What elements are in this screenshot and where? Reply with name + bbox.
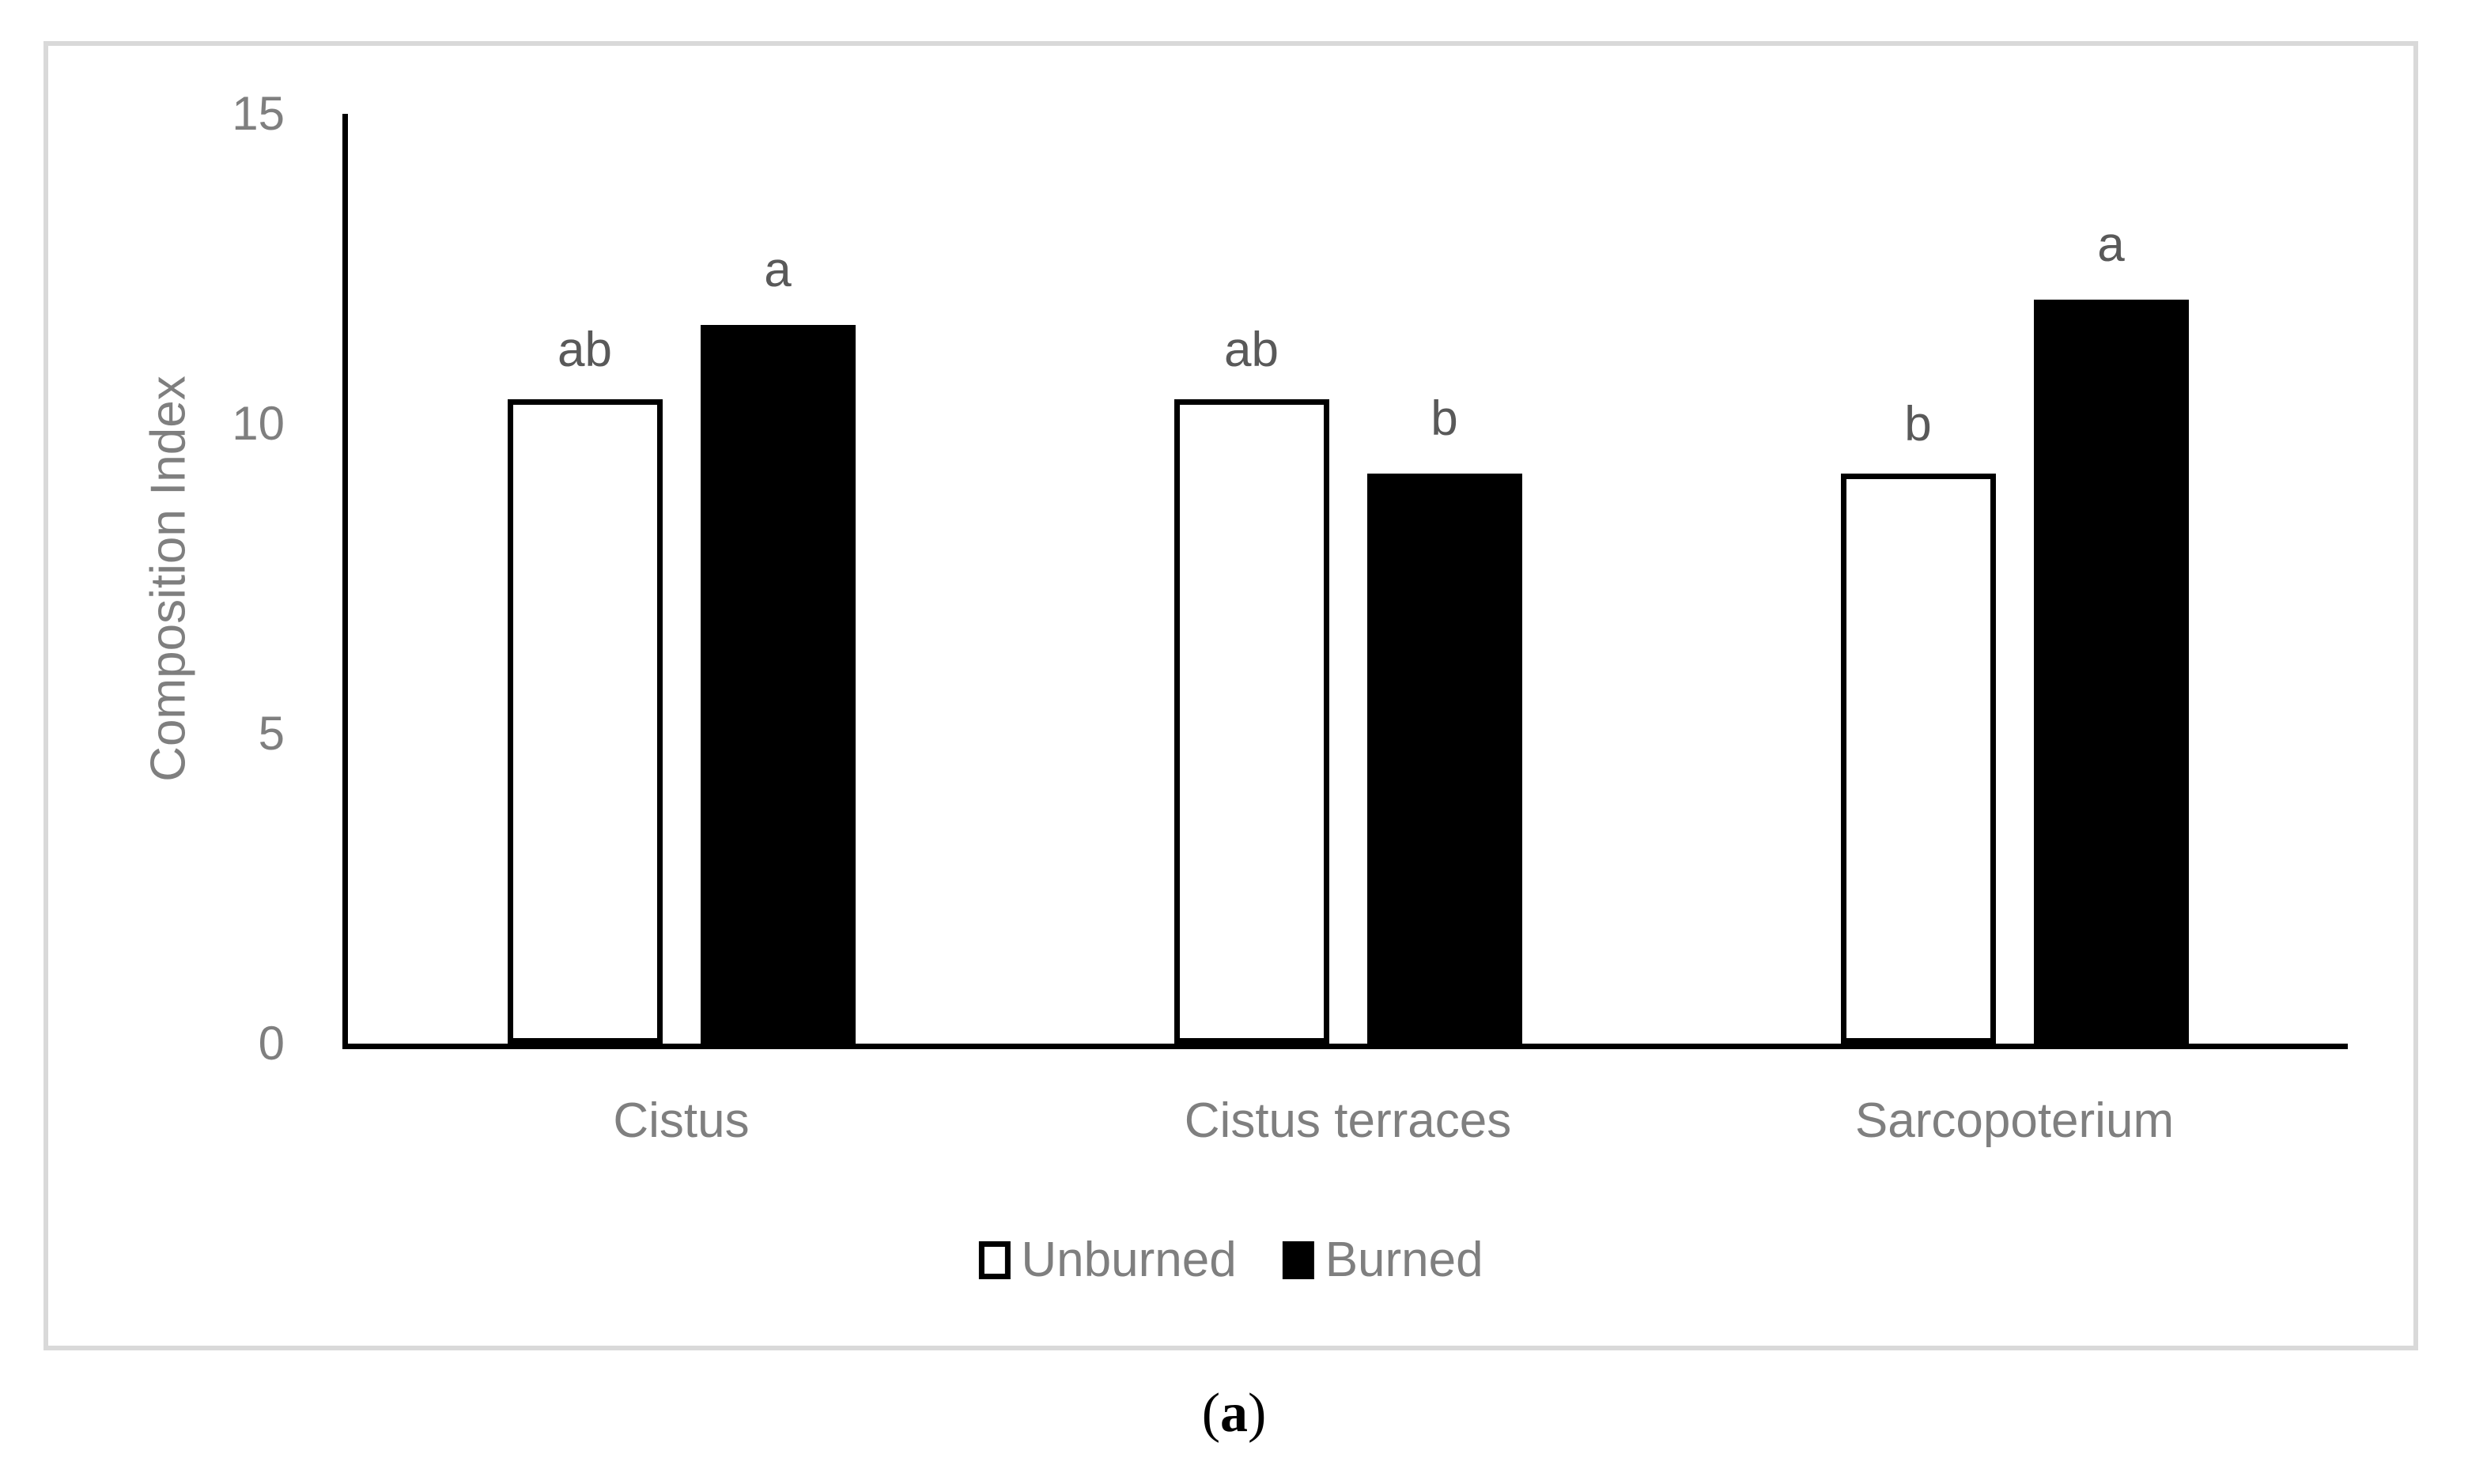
- bar-unburned-2: b: [1840, 399, 1996, 1044]
- legend-label-burned: Burned: [1325, 1233, 1483, 1287]
- caption-open-paren: (: [1201, 1383, 1220, 1444]
- y-tick-label-15: 15: [232, 87, 285, 140]
- bar-burned-0: a: [700, 245, 856, 1044]
- x-category-label-1: Cistus terraces: [1184, 1093, 1512, 1148]
- bar-groups: ab a ab b b a: [348, 114, 2348, 1044]
- bar-burned-2: a: [2033, 221, 2189, 1044]
- bar-group-0: ab a: [348, 114, 1015, 1044]
- x-category-label-0: Cistus: [613, 1093, 750, 1148]
- bar-unburned-0: ab: [507, 325, 663, 1044]
- bar-unburned-1: ab: [1174, 325, 1329, 1044]
- caption-letter: a: [1220, 1383, 1248, 1444]
- significance-letter-burned-1: b: [1431, 391, 1458, 446]
- legend-item-unburned: Unburned: [978, 1233, 1237, 1287]
- figure-caption: (a): [0, 1382, 2468, 1445]
- significance-letter-unburned-0: ab: [557, 322, 612, 377]
- y-tick-label-10: 10: [232, 397, 285, 450]
- x-axis-labels: Cistus Cistus terraces Sarcopoterium: [348, 1093, 2348, 1149]
- bar-group-1: ab b: [1015, 114, 1681, 1044]
- legend-swatch-burned: [1282, 1241, 1314, 1279]
- caption-close-paren: ): [1248, 1383, 1267, 1444]
- legend-item-burned: Burned: [1282, 1233, 1483, 1287]
- significance-letter-burned-2: a: [2097, 217, 2125, 273]
- x-axis-line: [342, 1044, 2348, 1049]
- significance-letter-unburned-2: b: [1904, 396, 1932, 451]
- y-tick-label-0: 0: [258, 1017, 285, 1070]
- legend-label-unburned: Unburned: [1021, 1233, 1237, 1287]
- bar-burned-1: b: [1366, 394, 1522, 1044]
- legend-swatch-unburned: [978, 1241, 1011, 1279]
- x-category-label-2: Sarcopoterium: [1854, 1093, 2175, 1148]
- y-tick-label-5: 5: [258, 707, 285, 760]
- y-tick-labels: 0 5 10 15: [48, 90, 285, 1067]
- significance-letter-unburned-1: ab: [1224, 322, 1279, 377]
- chart-figure: Composition Index 0 5 10 15 ab a ab b b a Cistus…: [43, 41, 2418, 1350]
- y-axis-line: [342, 114, 348, 1049]
- significance-letter-burned-0: a: [764, 242, 792, 297]
- legend: Unburned Burned: [978, 1236, 1483, 1285]
